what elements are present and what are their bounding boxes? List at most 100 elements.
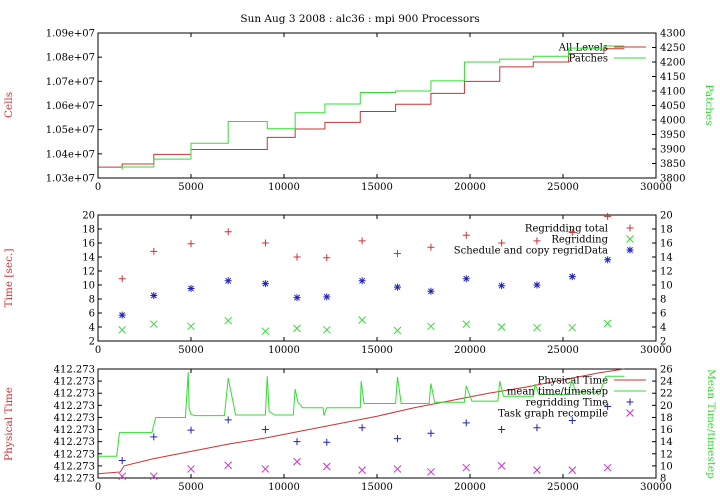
data-point xyxy=(224,461,233,470)
data-point xyxy=(603,463,612,472)
y-tick-label: 412.273 xyxy=(54,474,95,485)
y-tick-label: 412.273 xyxy=(54,365,95,376)
y-tick-label: 412.273 xyxy=(54,437,95,448)
data-point xyxy=(187,322,195,331)
data-point xyxy=(224,416,232,424)
data-point xyxy=(322,325,331,334)
y2-tick-label: 4050 xyxy=(660,101,685,112)
x-tick-label: 5000 xyxy=(178,182,203,193)
y-tick-label: 412.273 xyxy=(54,401,95,412)
data-point xyxy=(187,465,195,473)
data-point xyxy=(261,465,270,473)
legend-label: Patches xyxy=(569,54,608,65)
y-tick-label: 1.04e+07 xyxy=(46,149,95,160)
data-point xyxy=(393,435,401,443)
y-axis-label: Time [sec.] xyxy=(3,249,15,308)
data-point xyxy=(498,282,506,290)
data-point xyxy=(224,277,232,285)
data-point xyxy=(568,229,576,236)
y-tick-label: 2 xyxy=(89,337,95,348)
y2-tick-label: 4000 xyxy=(660,116,685,127)
y2-tick-label: 20 xyxy=(660,211,673,222)
data-point xyxy=(427,322,435,331)
data-point xyxy=(358,237,366,245)
y-tick-label: 412.273 xyxy=(54,425,95,436)
data-point xyxy=(393,250,401,257)
y2-tick-label: 4 xyxy=(660,323,666,334)
y-tick-label: 18 xyxy=(82,225,95,236)
y-tick-label: 412.273 xyxy=(54,389,95,400)
y2-tick-label: 8 xyxy=(660,295,666,306)
data-point xyxy=(187,240,195,248)
y2-tick-label: 10 xyxy=(660,461,673,472)
data-point xyxy=(604,256,612,264)
data-point xyxy=(427,287,435,295)
x-tick-label: 0 xyxy=(95,182,101,193)
data-point xyxy=(427,429,435,437)
data-point xyxy=(427,468,435,476)
y-tick-label: 14 xyxy=(82,253,95,264)
legend-label: Task graph recompile xyxy=(498,409,608,420)
y-tick-label: 1.09e+07 xyxy=(46,29,95,40)
y2-tick-label: 3800 xyxy=(660,174,685,185)
data-point xyxy=(533,466,541,474)
y2-tick-label: 4250 xyxy=(660,43,685,54)
data-point xyxy=(293,253,301,261)
y2-axis-label: Patches xyxy=(703,84,715,125)
y2-tick-label: 16 xyxy=(660,425,673,436)
x-tick-label: 0 xyxy=(95,345,101,356)
x-tick-label: 5000 xyxy=(178,482,203,493)
data-point xyxy=(393,465,402,473)
data-point xyxy=(604,403,612,411)
x-tick-label: 10000 xyxy=(268,482,300,493)
data-point xyxy=(462,231,470,239)
data-point xyxy=(118,325,127,334)
x-tick-label: 15000 xyxy=(361,345,393,356)
series-line xyxy=(97,368,625,475)
data-point xyxy=(533,424,541,432)
y2-tick-label: 4300 xyxy=(660,29,685,40)
data-point xyxy=(533,237,541,245)
data-point xyxy=(427,243,435,251)
y-tick-label: 4 xyxy=(89,323,95,334)
series-line xyxy=(98,371,625,457)
y2-tick-label: 3850 xyxy=(660,159,685,170)
data-point xyxy=(224,316,233,325)
series-line xyxy=(98,48,625,168)
x-tick-label: 20000 xyxy=(454,482,486,493)
data-point xyxy=(533,323,541,332)
data-point xyxy=(498,239,506,247)
data-point xyxy=(462,320,471,329)
legend-label: Schedule and copy regridData xyxy=(454,246,608,257)
legend-label: mean time/timestep xyxy=(507,387,608,398)
y-tick-label: 1.07e+07 xyxy=(46,77,95,88)
x-tick-label: 20000 xyxy=(454,345,486,356)
data-point xyxy=(118,472,127,481)
y2-tick-label: 26 xyxy=(660,365,673,376)
y2-tick-label: 20 xyxy=(660,401,673,412)
data-point xyxy=(498,426,506,434)
legend-label: Physical Time xyxy=(538,376,608,387)
x-tick-label: 5000 xyxy=(178,345,203,356)
y2-tick-label: 18 xyxy=(660,225,673,236)
x-tick-label: 30000 xyxy=(640,182,672,193)
data-point xyxy=(261,327,270,336)
data-point xyxy=(293,324,301,333)
y-tick-label: 16 xyxy=(82,239,95,250)
y2-tick-label: 4150 xyxy=(660,72,685,83)
data-point xyxy=(358,424,366,432)
y-tick-label: 8 xyxy=(89,295,95,306)
data-point xyxy=(462,275,470,283)
y2-tick-label: 18 xyxy=(660,413,673,424)
data-point xyxy=(322,462,331,471)
y-tick-label: 412.273 xyxy=(54,377,95,388)
x-tick-label: 30000 xyxy=(640,345,672,356)
y2-tick-label: 12 xyxy=(660,267,673,278)
y-tick-label: 1.05e+07 xyxy=(46,125,95,136)
data-point xyxy=(358,277,366,285)
data-point xyxy=(604,212,612,220)
data-point xyxy=(393,283,401,291)
x-tick-label: 30000 xyxy=(640,482,672,493)
x-tick-label: 15000 xyxy=(361,482,393,493)
data-point xyxy=(118,456,126,464)
